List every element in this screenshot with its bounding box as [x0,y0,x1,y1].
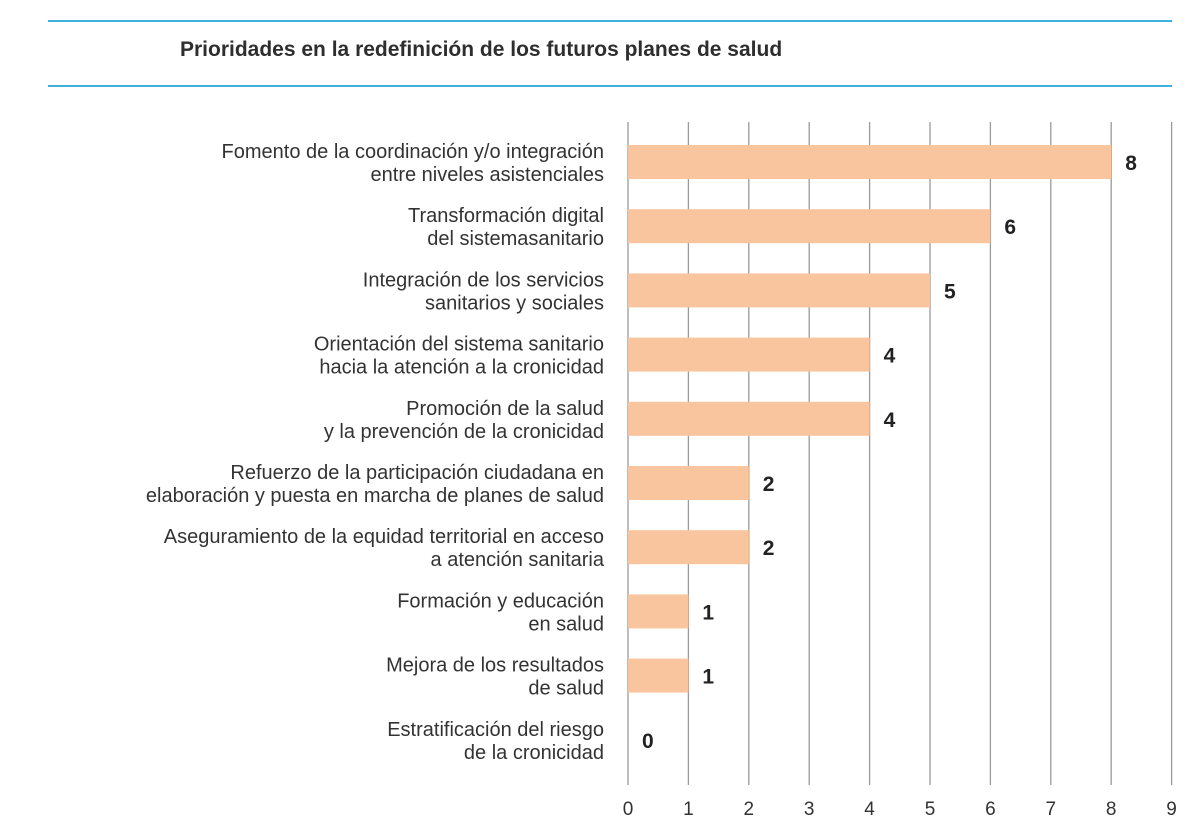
bar [628,401,870,436]
bar [628,594,689,629]
bar [628,466,749,500]
category-label: Aseguramiento de la equidad territorial … [164,526,604,548]
category-label: Transformación digital [408,205,604,227]
bars [628,145,1112,693]
value-label: 1 [702,666,714,689]
x-tick-label: 7 [1046,799,1057,820]
category-label: hacia la atención a la cronicidad [319,357,604,379]
category-label: en salud [528,613,604,635]
top-rule [48,20,1172,22]
chart-title: Prioridades en la redefinición de los fu… [180,38,783,61]
category-label: Estratificación del riesgo [387,719,604,741]
category-label: Refuerzo de la participación ciudadana e… [230,462,604,484]
value-label: 1 [702,601,714,624]
x-tick-label: 3 [804,799,815,820]
value-label: 0 [642,730,654,753]
value-labels: 8 6 5 4 4 2 2 1 1 0 [642,152,1137,753]
x-tick-label: 2 [744,799,755,820]
x-tick-label: 9 [1166,799,1177,820]
bar [628,530,749,565]
bar [628,273,930,308]
category-label: Orientación del sistema sanitario [314,334,604,356]
category-label: Formación y educación [397,590,604,612]
value-label: 5 [944,280,956,303]
bar [628,145,1112,179]
category-label: del sistemasanitario [427,228,604,250]
category-label: elaboración y puesta en marcha de planes… [146,485,604,507]
category-label: Promoción de la salud [406,398,604,420]
category-label: de la cronicidad [464,742,604,764]
category-label: Integración de los servicios [363,269,604,291]
value-label: 2 [763,537,775,560]
x-tick-label: 4 [864,799,875,820]
value-label: 6 [1004,216,1016,239]
bar [628,658,689,693]
bottom-rule [48,85,1172,87]
category-label: de salud [528,678,604,700]
category-label: entre niveles asistenciales [371,164,604,186]
bar [628,337,870,372]
category-label: sanitarios y sociales [425,292,604,314]
x-tick-label: 0 [623,799,634,820]
value-label: 4 [884,409,896,432]
category-label: Mejora de los resultados [386,655,604,677]
category-labels: Fomento de la coordinación y/o integraci… [146,141,605,764]
value-label: 2 [763,473,775,496]
category-label: y la prevención de la cronicidad [324,421,604,443]
x-tick-label: 5 [925,799,936,820]
x-tick-label: 1 [683,799,694,820]
x-tick-labels: 0 1 2 3 4 5 6 7 8 9 [623,799,1177,820]
category-label: Fomento de la coordinación y/o integraci… [222,141,604,163]
value-label: 4 [884,345,896,368]
x-tick-label: 6 [985,799,996,820]
value-label: 8 [1125,152,1137,175]
bar [628,209,991,244]
category-label: a atención sanitaria [431,549,605,571]
x-tick-label: 8 [1106,799,1117,820]
